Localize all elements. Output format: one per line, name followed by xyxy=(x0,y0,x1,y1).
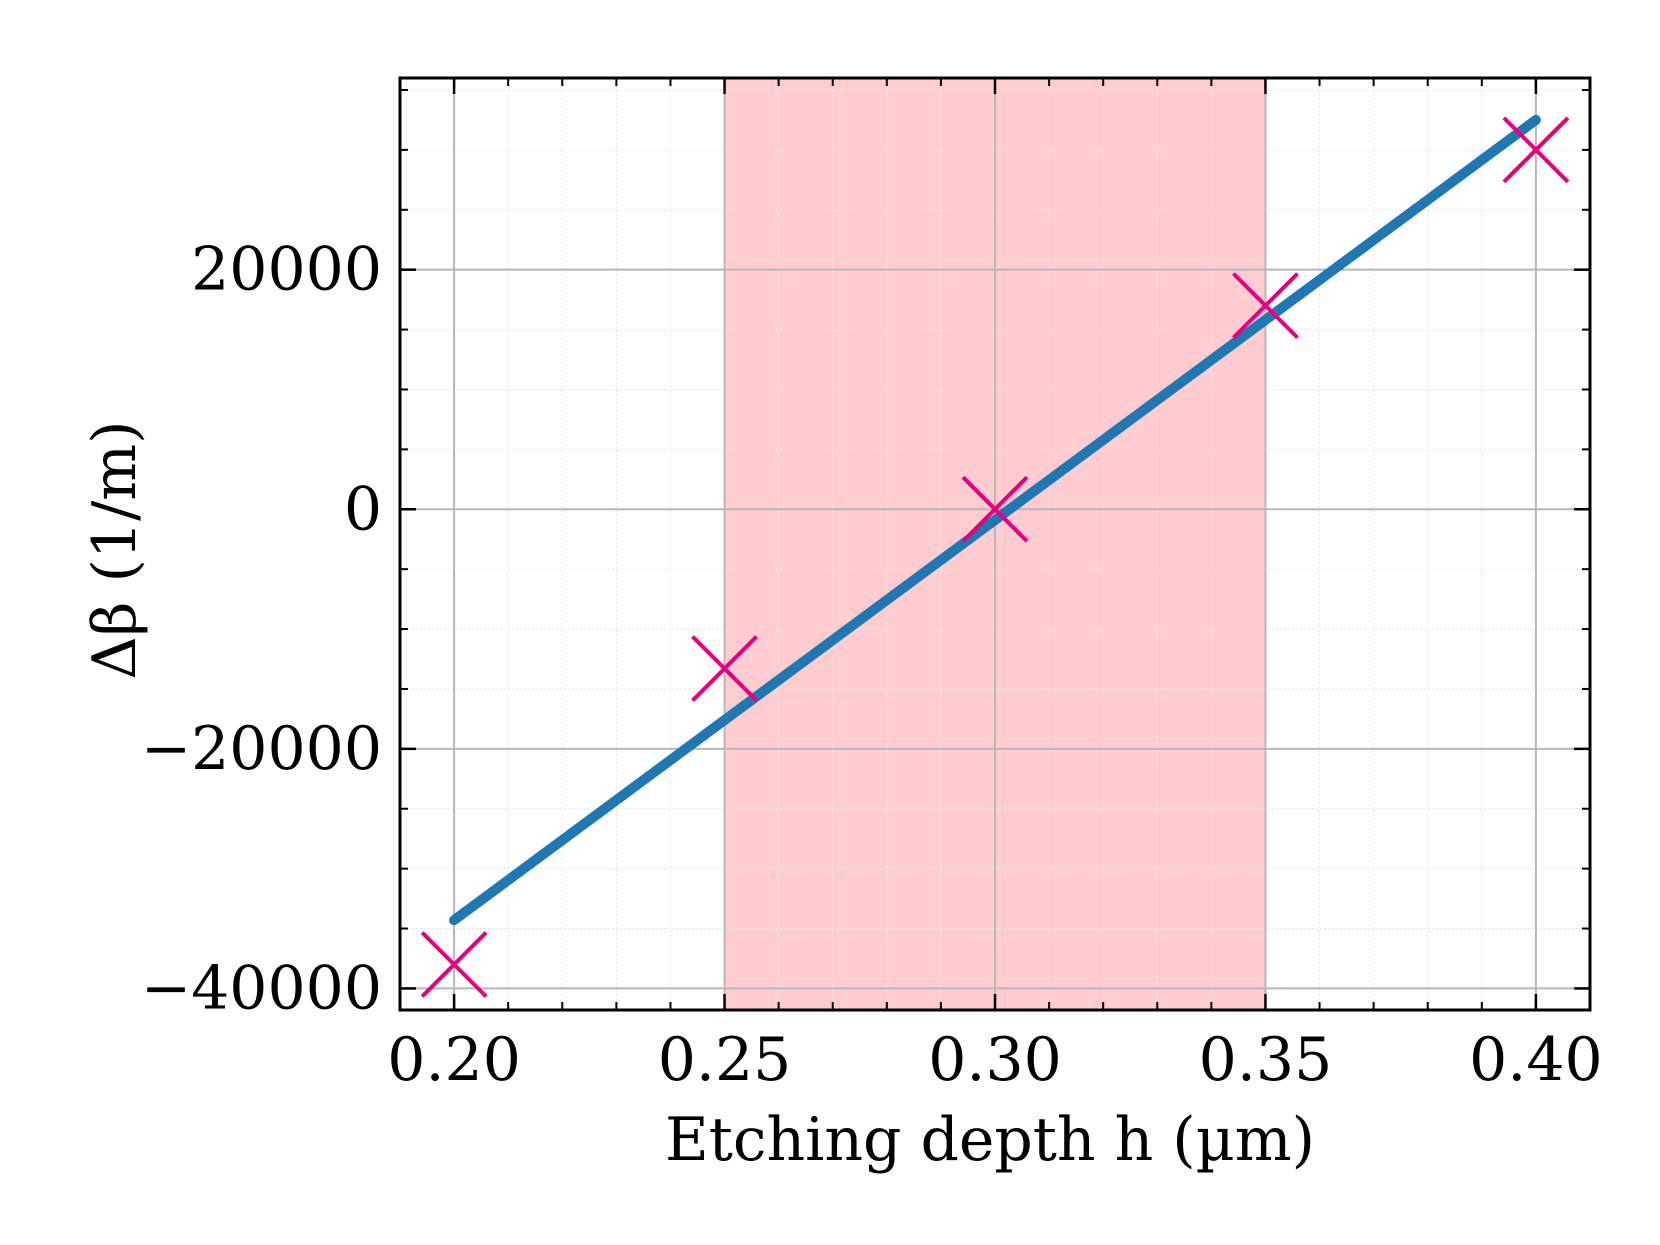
y-tick-label: −20000 xyxy=(141,714,382,784)
data-point-marker xyxy=(961,475,1029,543)
x-tick-label: 0.30 xyxy=(928,1025,1062,1095)
y-axis-title: Δβ (1/m) xyxy=(80,420,150,679)
x-tick-label: 0.35 xyxy=(1199,1025,1333,1095)
x-tick-label: 0.20 xyxy=(387,1025,521,1095)
x-tick-label: 0.40 xyxy=(1469,1025,1603,1095)
y-tick-label: −40000 xyxy=(141,953,382,1023)
x-tick-label: 0.25 xyxy=(658,1025,792,1095)
x-axis-title: Etching depth h (µm) xyxy=(665,1105,1315,1175)
data-point-marker xyxy=(691,635,758,703)
data-point-marker xyxy=(1502,116,1570,184)
plot-area: 0.20 0.25 0.30 0.35 0.40 −40000 −20000 0 20000 xyxy=(141,76,1603,1095)
data-point-marker xyxy=(420,931,488,998)
fit-line xyxy=(449,114,1541,926)
y-tick-label: 0 xyxy=(344,474,382,544)
data-point-marker xyxy=(1232,272,1299,340)
y-tick-label: 20000 xyxy=(191,235,382,305)
